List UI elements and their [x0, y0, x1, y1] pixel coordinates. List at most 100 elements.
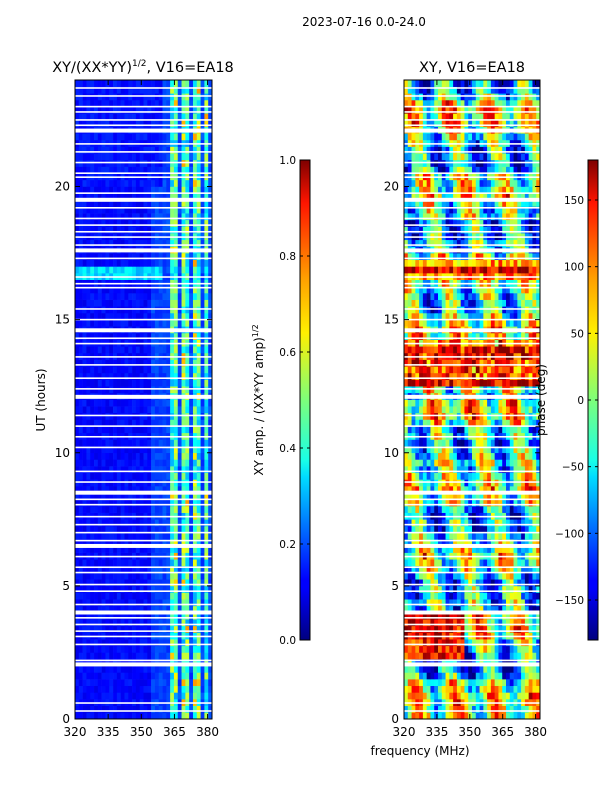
amplitude-heatmap-cell: [90, 332, 95, 340]
amplitude-heatmap-cell: [75, 652, 80, 660]
amplitude-heatmap-cell: [154, 213, 160, 221]
amplitude-heatmap-cell: [94, 166, 99, 174]
amplitude-heatmap-cell: [147, 146, 152, 154]
amplitude-heatmap-cell: [147, 406, 152, 414]
amplitude-heatmap-cell: [109, 439, 114, 447]
amplitude-heatmap-cell: [116, 332, 121, 340]
amplitude-heatmap-cell: [75, 286, 80, 294]
amplitude-heatmap-cell: [75, 592, 80, 600]
amplitude-heatmap-cell: [158, 199, 163, 207]
amplitude-heatmap-cell: [90, 579, 95, 587]
amplitude-heatmap-cell: [90, 366, 95, 374]
phase-heatmap-cell: [460, 479, 465, 487]
amplitude-heatmap-cell: [185, 532, 190, 540]
amplitude-heatmap-cell: [177, 259, 182, 267]
amplitude-heatmap-cell: [124, 86, 129, 94]
amplitude-heatmap-cell: [189, 439, 194, 447]
amplitude-heatmap-cell: [86, 605, 91, 613]
phase-heatmap-cell: [445, 559, 450, 567]
phase-heatmap-cell: [509, 585, 514, 593]
phase-heatmap-cell: [494, 525, 499, 533]
amplitude-heatmap-cell: [90, 625, 95, 633]
amplitude-colorbar-ticks: 0.00.20.40.60.81.0: [279, 155, 310, 647]
amplitude-heatmap-cell: [147, 525, 152, 533]
phase-heatmap-cell: [487, 519, 492, 527]
amplitude-heatmap-cell: [109, 253, 114, 261]
phase-heatmap-cell: [517, 559, 522, 567]
amplitude-heatmap-cell: [158, 299, 163, 307]
amplitude-heatmap-cell: [200, 239, 205, 247]
phase-heatmap-cell: [475, 472, 480, 480]
phase-heatmap-cell: [502, 619, 507, 627]
amplitude-heatmap-cell: [139, 113, 144, 121]
amplitude-heatmap-cell: [196, 599, 201, 607]
phase-heatmap-cell: [487, 652, 492, 660]
phase-heatmap-cell: [483, 665, 488, 673]
phase-heatmap-cell: [524, 639, 529, 647]
amplitude-heatmap-cell: [158, 639, 163, 647]
amplitude-heatmap-cell: [132, 299, 137, 307]
phase-heatmap-cell: [422, 459, 427, 467]
phase-heatmap-cell: [494, 539, 499, 547]
phase-heatmap-cell: [419, 665, 424, 673]
amplitude-heatmap-cell: [151, 239, 156, 247]
amplitude-heatmap-cell: [109, 472, 114, 480]
phase-heatmap-cell: [498, 712, 503, 720]
phase-heatmap-cell: [460, 559, 465, 567]
amplitude-heatmap-cell: [116, 506, 121, 513]
phase-heatmap-cell: [479, 712, 484, 720]
amplitude-gap-row: [75, 515, 212, 518]
amplitude-heatmap-cell: [82, 286, 87, 294]
phase-heatmap-cell: [536, 625, 541, 633]
amplitude-heatmap-cell: [94, 605, 99, 613]
amplitude-heatmap-cell: [116, 545, 121, 553]
phase-heatmap-cell: [407, 486, 412, 493]
amplitude-heatmap-cell: [151, 712, 156, 720]
amplitude-heatmap-cell: [105, 452, 110, 460]
amplitude-heatmap-cell: [116, 559, 121, 567]
amplitude-heatmap-cell: [101, 579, 106, 587]
amplitude-heatmap-cell: [128, 685, 133, 693]
amplitude-heatmap-cell: [105, 346, 110, 354]
amplitude-heatmap-cell: [75, 679, 80, 687]
amplitude-heatmap-cell: [200, 106, 205, 114]
amplitude-heatmap-cell: [128, 86, 133, 94]
amplitude-heatmap-cell: [132, 492, 137, 500]
amplitude-heatmap-cell: [105, 412, 110, 420]
amplitude-heatmap-cell: [90, 106, 95, 114]
amplitude-heatmap-cell: [86, 692, 91, 700]
phase-heatmap-cell: [528, 652, 533, 660]
amplitude-heatmap-cell: [147, 193, 152, 201]
amplitude-heatmap-cell: [162, 605, 167, 613]
amplitude-heatmap-cell: [151, 193, 156, 201]
amplitude-heatmap-cell: [124, 399, 129, 407]
phase-heatmap-cell: [483, 645, 488, 653]
amplitude-heatmap-cell: [200, 712, 205, 720]
amplitude-gap-row: [75, 286, 212, 289]
amplitude-heatmap-cell: [82, 93, 87, 101]
amplitude-heatmap-cell: [170, 193, 175, 201]
phase-heatmap-cell: [513, 492, 518, 500]
phase-heatmap-cell: [422, 612, 427, 620]
amplitude-heatmap-cell: [113, 472, 118, 480]
amplitude-heatmap-cell: [154, 179, 160, 187]
phase-heatmap-cell: [464, 472, 469, 480]
phase-heatmap-cell: [449, 639, 454, 647]
amplitude-heatmap-cell: [181, 299, 186, 307]
amplitude-heatmap-cell: [204, 106, 209, 114]
amplitude-heatmap-cell: [139, 685, 144, 693]
amplitude-heatmap-cell: [154, 559, 160, 567]
amplitude-heatmap-cell: [154, 80, 160, 87]
amplitude-heatmap-cell: [166, 599, 171, 607]
amplitude-heatmap-cell: [177, 625, 182, 633]
amplitude-gap-row: [75, 95, 212, 97]
amplitude-heatmap-cell: [94, 679, 99, 687]
amplitude-heatmap-cell: [90, 565, 95, 573]
amplitude-heatmap-cell: [143, 359, 148, 367]
amplitude-heatmap-cell: [204, 625, 209, 633]
amplitude-heatmap-cell: [158, 239, 163, 247]
amplitude-heatmap-cell: [200, 679, 205, 687]
amplitude-heatmap-cell: [200, 213, 205, 221]
amplitude-heatmap-cell: [132, 179, 137, 187]
amplitude-ytick-label: 20: [55, 180, 70, 194]
